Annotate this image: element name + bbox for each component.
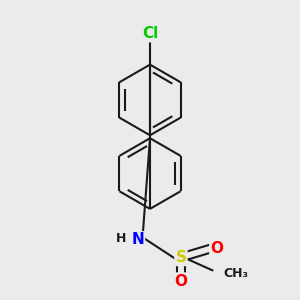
Text: O: O xyxy=(210,241,223,256)
Text: N: N xyxy=(131,232,144,247)
Text: H: H xyxy=(116,232,127,245)
Text: S: S xyxy=(176,250,186,265)
Text: O: O xyxy=(174,274,188,289)
Text: Cl: Cl xyxy=(142,26,158,41)
Text: CH₃: CH₃ xyxy=(223,267,248,280)
